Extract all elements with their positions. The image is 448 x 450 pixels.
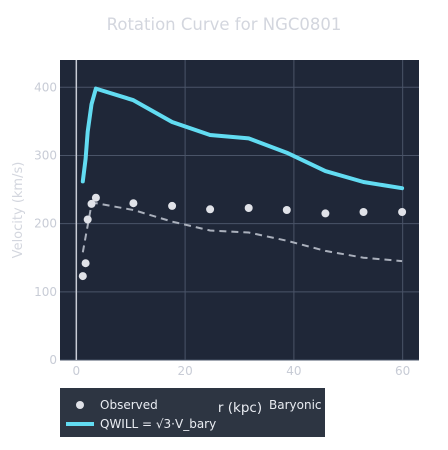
observed-point xyxy=(83,215,92,224)
y-tick-label: 100 xyxy=(34,285,57,299)
y-axis-title: Velocity (km/s) xyxy=(11,162,26,259)
y-tick-label: 300 xyxy=(34,148,57,162)
x-tick-label: 40 xyxy=(286,364,301,378)
observed-point xyxy=(87,199,96,208)
legend-box xyxy=(60,388,325,437)
grid-lines xyxy=(60,60,419,361)
legend-label-observed: Observed xyxy=(100,398,158,412)
x-axis-title: r (kpc) xyxy=(218,400,262,416)
x-tick-label: 60 xyxy=(395,364,410,378)
legend[interactable]: Observed Baryonic QWILL = √3·V_bary xyxy=(60,388,325,437)
y-tick-label: 400 xyxy=(34,80,57,94)
series-qwill xyxy=(80,86,405,191)
observed-point xyxy=(282,206,291,214)
series-observed xyxy=(78,193,407,281)
observed-point xyxy=(398,208,407,216)
x-ticks: 0 20 40 60 xyxy=(72,364,410,378)
observed-point xyxy=(168,201,177,210)
observed-point xyxy=(359,208,368,216)
observed-point xyxy=(129,199,138,208)
observed-point xyxy=(321,209,330,218)
x-tick-label: 0 xyxy=(72,364,80,378)
observed-point xyxy=(78,272,87,281)
qwill-line xyxy=(80,86,405,191)
x-tick-label: 20 xyxy=(177,364,192,378)
y-tick-label: 0 xyxy=(49,353,57,367)
chart-title: Rotation Curve for NGC0801 xyxy=(107,15,342,34)
observed-point xyxy=(91,193,100,202)
legend-marker-observed xyxy=(76,401,84,409)
legend-label-baryonic: Baryonic xyxy=(269,398,322,412)
observed-point xyxy=(81,259,90,268)
legend-label-qwill: QWILL = √3·V_bary xyxy=(100,417,216,431)
y-tick-label: 200 xyxy=(34,217,57,231)
plot-area xyxy=(60,60,419,360)
observed-point xyxy=(206,205,215,214)
y-ticks: 0 100 200 300 400 xyxy=(34,80,57,367)
observed-point xyxy=(244,204,253,212)
